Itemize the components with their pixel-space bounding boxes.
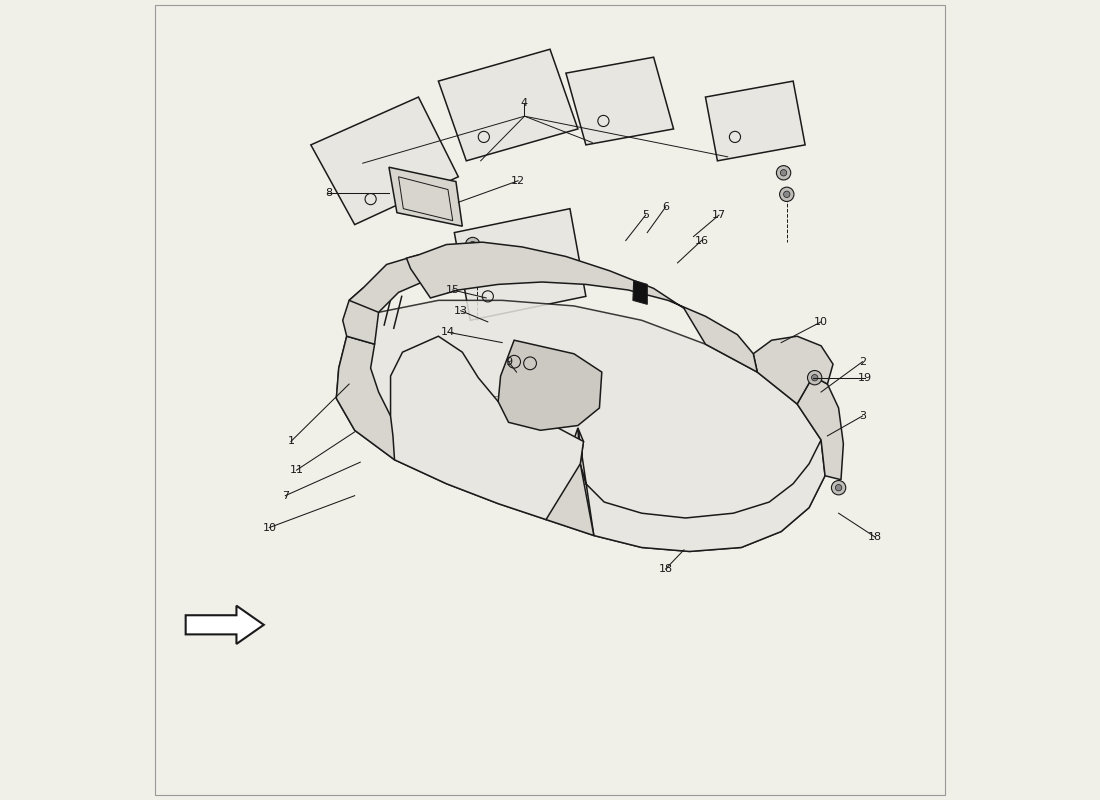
Circle shape <box>780 187 794 202</box>
Circle shape <box>783 191 790 198</box>
Polygon shape <box>454 209 586 320</box>
Polygon shape <box>390 336 583 519</box>
Polygon shape <box>565 57 673 145</box>
Circle shape <box>832 481 846 495</box>
Polygon shape <box>498 340 602 430</box>
Text: 18: 18 <box>868 532 882 542</box>
Polygon shape <box>186 606 264 644</box>
Text: 2: 2 <box>859 357 866 366</box>
Text: 9: 9 <box>505 357 513 366</box>
Text: 10: 10 <box>814 317 828 327</box>
Circle shape <box>777 166 791 180</box>
Circle shape <box>807 370 822 385</box>
Polygon shape <box>632 281 647 304</box>
Circle shape <box>812 374 818 381</box>
Text: 15: 15 <box>446 285 460 295</box>
Text: 4: 4 <box>521 98 528 109</box>
Text: 8: 8 <box>324 188 332 198</box>
Text: 10: 10 <box>263 522 276 533</box>
Text: 3: 3 <box>859 411 866 421</box>
Polygon shape <box>798 376 844 480</box>
Circle shape <box>780 170 786 176</box>
Circle shape <box>835 485 842 491</box>
Text: 19: 19 <box>858 373 872 382</box>
Polygon shape <box>389 167 462 226</box>
Circle shape <box>470 258 484 272</box>
Polygon shape <box>343 288 378 344</box>
Text: 7: 7 <box>282 490 289 501</box>
Polygon shape <box>578 428 825 551</box>
Polygon shape <box>311 97 459 225</box>
Text: 13: 13 <box>453 306 468 316</box>
Text: 16: 16 <box>694 235 708 246</box>
Text: 17: 17 <box>712 210 726 220</box>
Circle shape <box>470 242 476 248</box>
Polygon shape <box>705 81 805 161</box>
Text: 5: 5 <box>642 210 649 220</box>
Text: 14: 14 <box>441 327 455 338</box>
Polygon shape <box>407 242 757 372</box>
Polygon shape <box>337 336 403 460</box>
Text: 18: 18 <box>659 564 673 574</box>
Text: 1: 1 <box>287 437 295 446</box>
Circle shape <box>465 238 480 252</box>
Polygon shape <box>337 300 825 551</box>
Text: 11: 11 <box>289 465 304 475</box>
Circle shape <box>473 262 480 268</box>
Polygon shape <box>754 336 833 404</box>
Polygon shape <box>439 50 578 161</box>
Text: 6: 6 <box>662 202 669 212</box>
Text: 12: 12 <box>512 176 525 186</box>
Polygon shape <box>349 255 434 312</box>
Polygon shape <box>546 428 594 535</box>
